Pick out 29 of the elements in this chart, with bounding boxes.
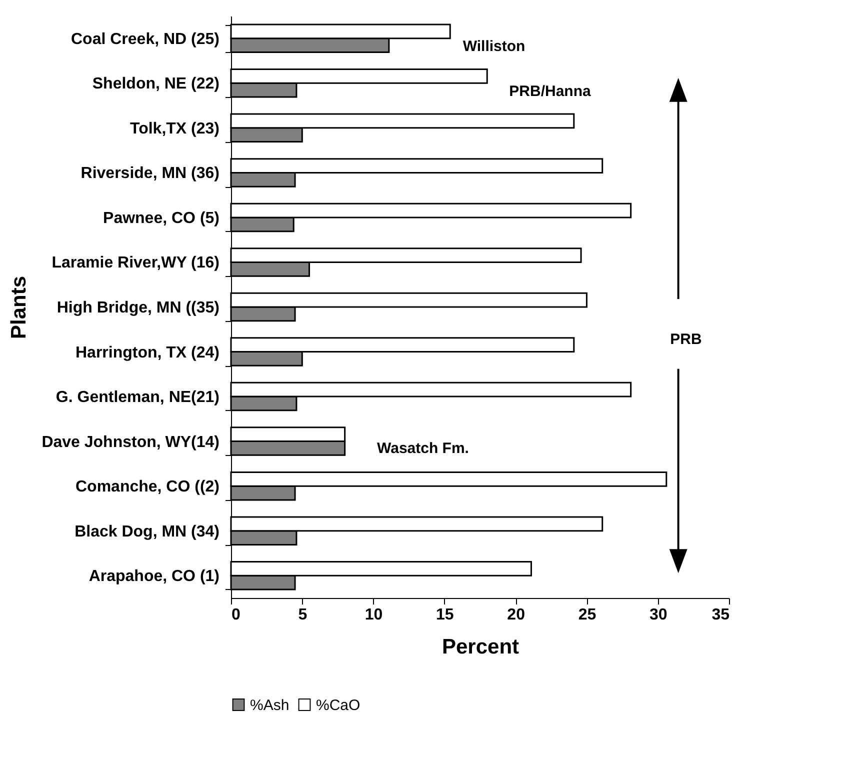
x-tick-label: 5 [298, 606, 308, 624]
annotation: PRB [670, 331, 702, 348]
x-tick-label: 0 [232, 606, 240, 624]
x-axis-title: Percent [442, 636, 520, 658]
x-tick-label: 20 [507, 606, 526, 624]
x-tick-label: 35 [712, 606, 730, 624]
y-tick-label: Dave Johnston, WY(14) [42, 434, 220, 451]
y-tick-label: Tolk,TX (23) [130, 120, 220, 138]
x-tick-label: 10 [364, 606, 383, 624]
x-tick-label: 15 [436, 606, 454, 624]
y-axis-title: Plants [8, 276, 31, 340]
y-tick-label: Laramie River,WY (16) [52, 254, 220, 272]
x-tick-label: 30 [649, 606, 668, 624]
x-tick-label: 25 [578, 606, 596, 624]
y-tick-label: Riverside, MN (36) [80, 165, 220, 182]
y-tick-label: Black Dog, MN (34) [74, 523, 220, 540]
y-tick-label: Comanche, CO ((2) [75, 478, 220, 496]
y-tick-label: Pawnee, CO (5) [103, 210, 220, 227]
annotation: Wasatch Fm. [377, 440, 469, 457]
y-tick-label: Sheldon, NE (22) [92, 76, 220, 93]
legend-label: %Ash [250, 696, 290, 714]
y-tick-label: Arapahoe, CO (1) [88, 568, 220, 586]
y-tick-label: Harrington, TX (24) [75, 344, 220, 362]
annotation: PRB/Hanna [509, 83, 592, 100]
legend-label: %CaO [316, 696, 360, 714]
annotation: Williston [462, 38, 526, 55]
y-tick-label: G. Gentleman, NE(21) [56, 389, 220, 406]
y-tick-label: High Bridge, MN ((35) [56, 300, 220, 316]
y-tick-label: Coal Creek, ND (25) [71, 30, 220, 48]
